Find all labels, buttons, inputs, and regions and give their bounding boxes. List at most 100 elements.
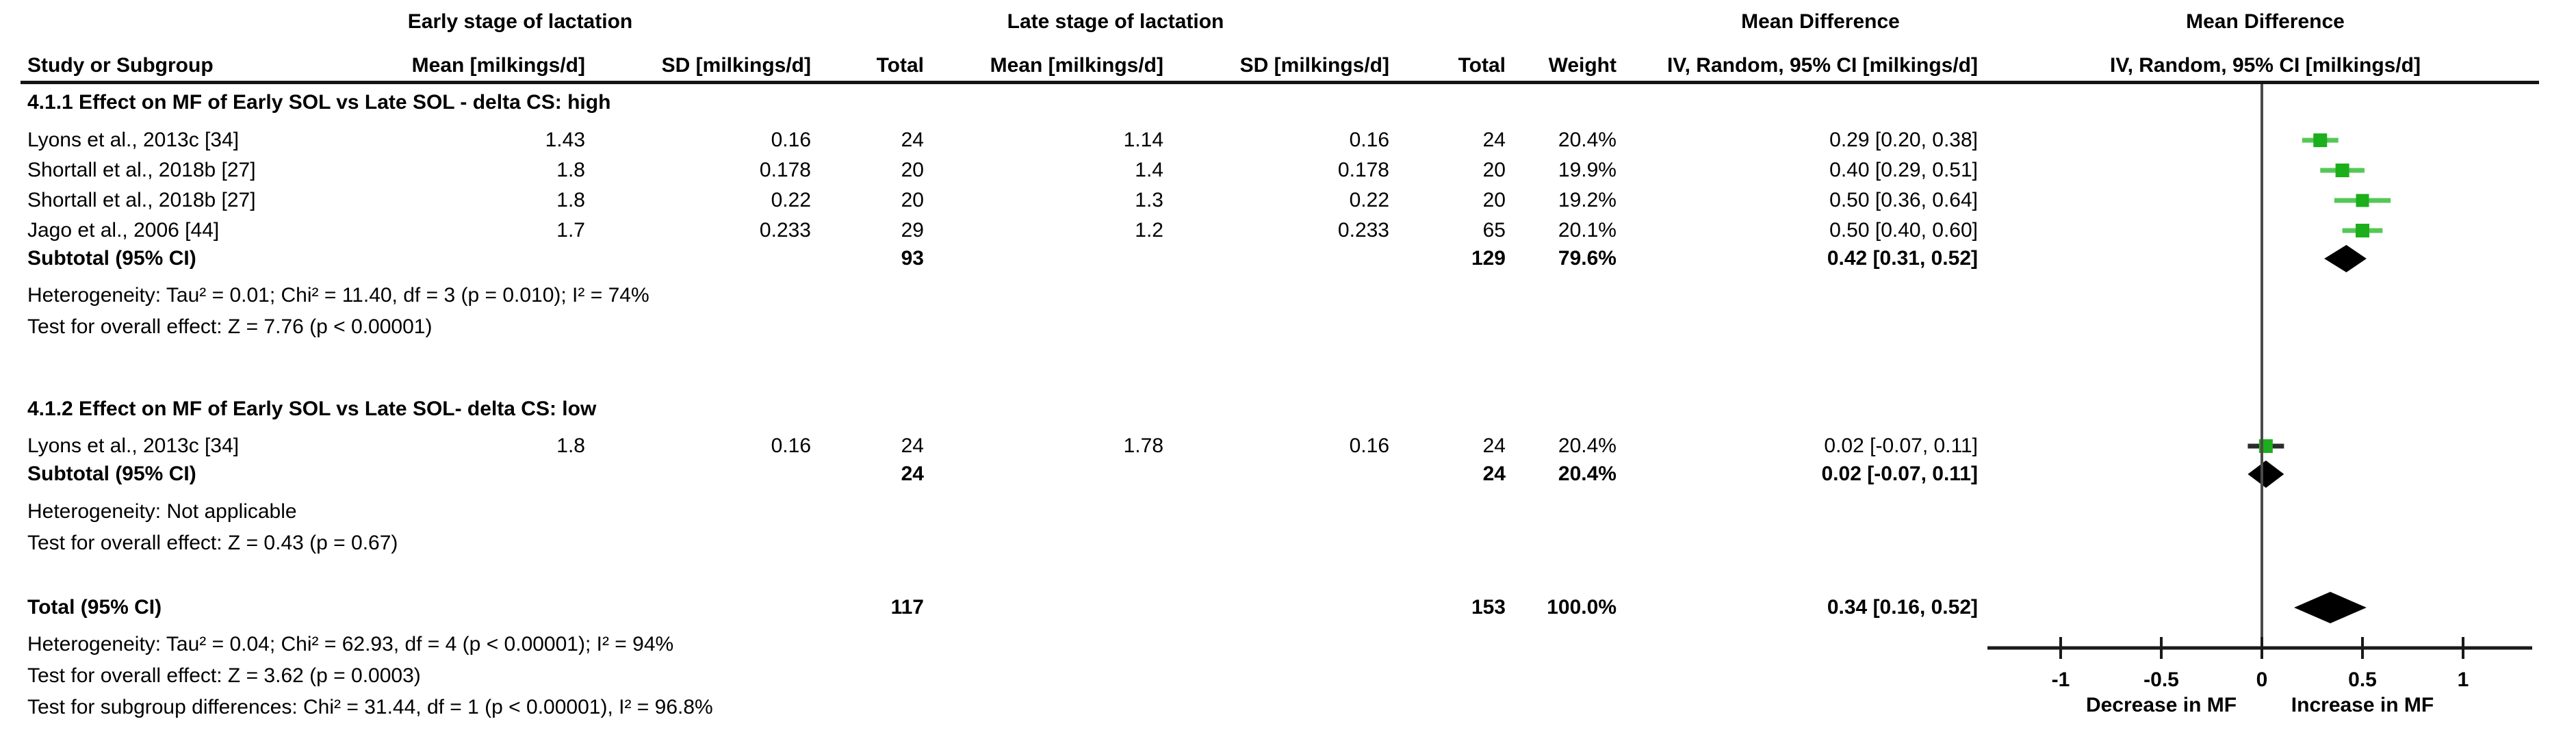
study-row-weight: 19.9% [1558,159,1617,181]
column-header-total-early: Total [876,54,924,77]
study-row-mean-early: 1.43 [545,129,585,151]
total-diamond [2294,592,2367,623]
subtotal-row-ci: 0.02 [-0.07, 0.11] [1821,463,1979,485]
study-row-weight: 20.4% [1558,129,1617,151]
study-row-mean-late: 1.3 [1135,189,1163,211]
study-row-total-late: 24 [1482,434,1506,457]
column-header-ci-text: IV, Random, 95% CI [milkings/d] [1667,54,1978,77]
study-row-mean-early: 1.8 [556,189,585,211]
study-row-sd-late: 0.16 [1349,129,1389,151]
header-rule [21,81,2539,84]
study-row-weight: 20.1% [1558,219,1617,242]
effect-square [2335,164,2349,177]
study-row-weight: 19.2% [1558,189,1617,211]
study-row-label: Lyons et al., 2013c [34] [27,434,240,457]
column-header-sd-late: SD [milkings/d] [1239,54,1389,77]
column-header-mean-late: Mean [milkings/d] [990,54,1163,77]
total-row-weight: 100.0% [1547,596,1617,619]
group-header-early-stage: Early stage of lactation [407,10,633,33]
study-row-total-early: 24 [901,129,924,151]
study-row-mean-early: 1.7 [556,219,585,242]
study-row-ci: 0.40 [0.29, 0.51] [1829,159,1978,181]
overall-effect-line: Test for overall effect: Z = 7.76 (p < 0… [27,315,433,338]
axis-tick-label: 0 [2256,668,2268,691]
study-row-label: Jago et al., 2006 [44] [27,219,220,242]
study-row-total-late: 20 [1482,159,1506,181]
axis-tick-label: -0.5 [2143,668,2179,691]
group-header-late-stage: Late stage of lactation [1007,10,1224,33]
study-row-sd-late: 0.16 [1349,434,1389,457]
axis-tick-label: 1 [2458,668,2469,691]
study-row-label: Shortall et al., 2018b [27] [27,189,256,211]
column-header-total-late: Total [1458,54,1506,77]
total-row-label: Total (95% CI) [27,596,162,619]
subtotal-row-weight: 20.4% [1558,463,1617,485]
subtotal-row-total-late: 129 [1471,247,1506,270]
study-row-mean-late: 1.2 [1135,219,1163,242]
study-row-label: Lyons et al., 2013c [34] [27,129,240,151]
subtotal-row-weight: 79.6% [1558,247,1617,270]
subtotal-row-total-late: 24 [1482,463,1506,485]
subtotal-row-total-early: 93 [901,247,924,270]
group-header-mean-difference-plot: Mean Difference [2186,10,2345,33]
study-row-total-late: 24 [1482,129,1506,151]
effect-square [2313,133,2328,147]
study-row-ci: 0.02 [-0.07, 0.11] [1824,434,1978,457]
subtotal-diamond [2324,245,2367,272]
subtotal-row-label: Subtotal (95% CI) [27,463,196,485]
total-row-total-early: 117 [890,596,924,619]
heterogeneity-line: Heterogeneity: Not applicable [27,500,297,523]
group-header-mean-difference-text: Mean Difference [1741,10,1900,33]
column-header-weight: Weight [1548,54,1617,77]
study-row-sd-early: 0.16 [771,434,811,457]
study-row-total-late: 20 [1482,189,1506,211]
subgroup-title: 4.1.1 Effect on MF of Early SOL vs Late … [27,91,611,114]
study-row-label: Shortall et al., 2018b [27] [27,159,256,181]
total-row-total-late: 153 [1471,596,1506,619]
subgroup-differences-line: Test for subgroup differences: Chi² = 31… [27,696,713,718]
subtotal-row-total-early: 24 [901,463,924,485]
effect-square [2356,224,2369,237]
subtotal-diamond [2247,460,2284,488]
axis-tick-label: -1 [2052,668,2070,691]
study-row-total-early: 20 [901,159,924,181]
study-row-total-early: 24 [901,434,924,457]
study-row-mean-late: 1.14 [1123,129,1163,151]
study-row-mean-early: 1.8 [556,434,585,457]
subgroup-title: 4.1.2 Effect on MF of Early SOL vs Late … [27,398,597,420]
total-heterogeneity-line: Heterogeneity: Tau² = 0.04; Chi² = 62.93… [27,633,674,655]
column-header-study: Study or Subgroup [27,54,214,77]
study-row-ci: 0.29 [0.20, 0.38] [1829,129,1978,151]
study-row-sd-early: 0.178 [759,159,811,181]
study-row-ci: 0.50 [0.36, 0.64] [1829,189,1978,211]
study-row-sd-late: 0.233 [1337,219,1389,242]
subtotal-row-label: Subtotal (95% CI) [27,247,196,270]
study-row-total-early: 29 [901,219,924,242]
study-row-total-early: 20 [901,189,924,211]
column-header-ci-plot: IV, Random, 95% CI [milkings/d] [2110,54,2421,77]
study-row-sd-early: 0.22 [771,189,811,211]
axis-left-label: Decrease in MF [2086,694,2237,716]
study-row-sd-late: 0.22 [1349,189,1389,211]
effect-square [2356,194,2369,207]
study-row-total-late: 65 [1482,219,1506,242]
study-row-ci: 0.50 [0.40, 0.60] [1829,219,1978,242]
study-row-mean-late: 1.4 [1135,159,1163,181]
study-row-mean-early: 1.8 [556,159,585,181]
axis-tick-label: 0.5 [2348,668,2377,691]
column-header-sd-early: SD [milkings/d] [661,54,811,77]
study-row-mean-late: 1.78 [1123,434,1163,457]
total-row-ci: 0.34 [0.16, 0.52] [1827,596,1978,619]
overall-effect-line: Test for overall effect: Z = 0.43 (p = 0… [27,532,398,554]
subtotal-row-ci: 0.42 [0.31, 0.52] [1827,247,1978,270]
column-header-mean-early: Mean [milkings/d] [411,54,585,77]
study-row-sd-late: 0.178 [1337,159,1389,181]
study-row-sd-early: 0.233 [759,219,811,242]
total-overall-effect-line: Test for overall effect: Z = 3.62 (p = 0… [27,664,421,687]
study-row-sd-early: 0.16 [771,129,811,151]
axis-right-label: Increase in MF [2291,694,2434,716]
heterogeneity-line: Heterogeneity: Tau² = 0.01; Chi² = 11.40… [27,284,649,307]
study-row-weight: 20.4% [1558,434,1617,457]
